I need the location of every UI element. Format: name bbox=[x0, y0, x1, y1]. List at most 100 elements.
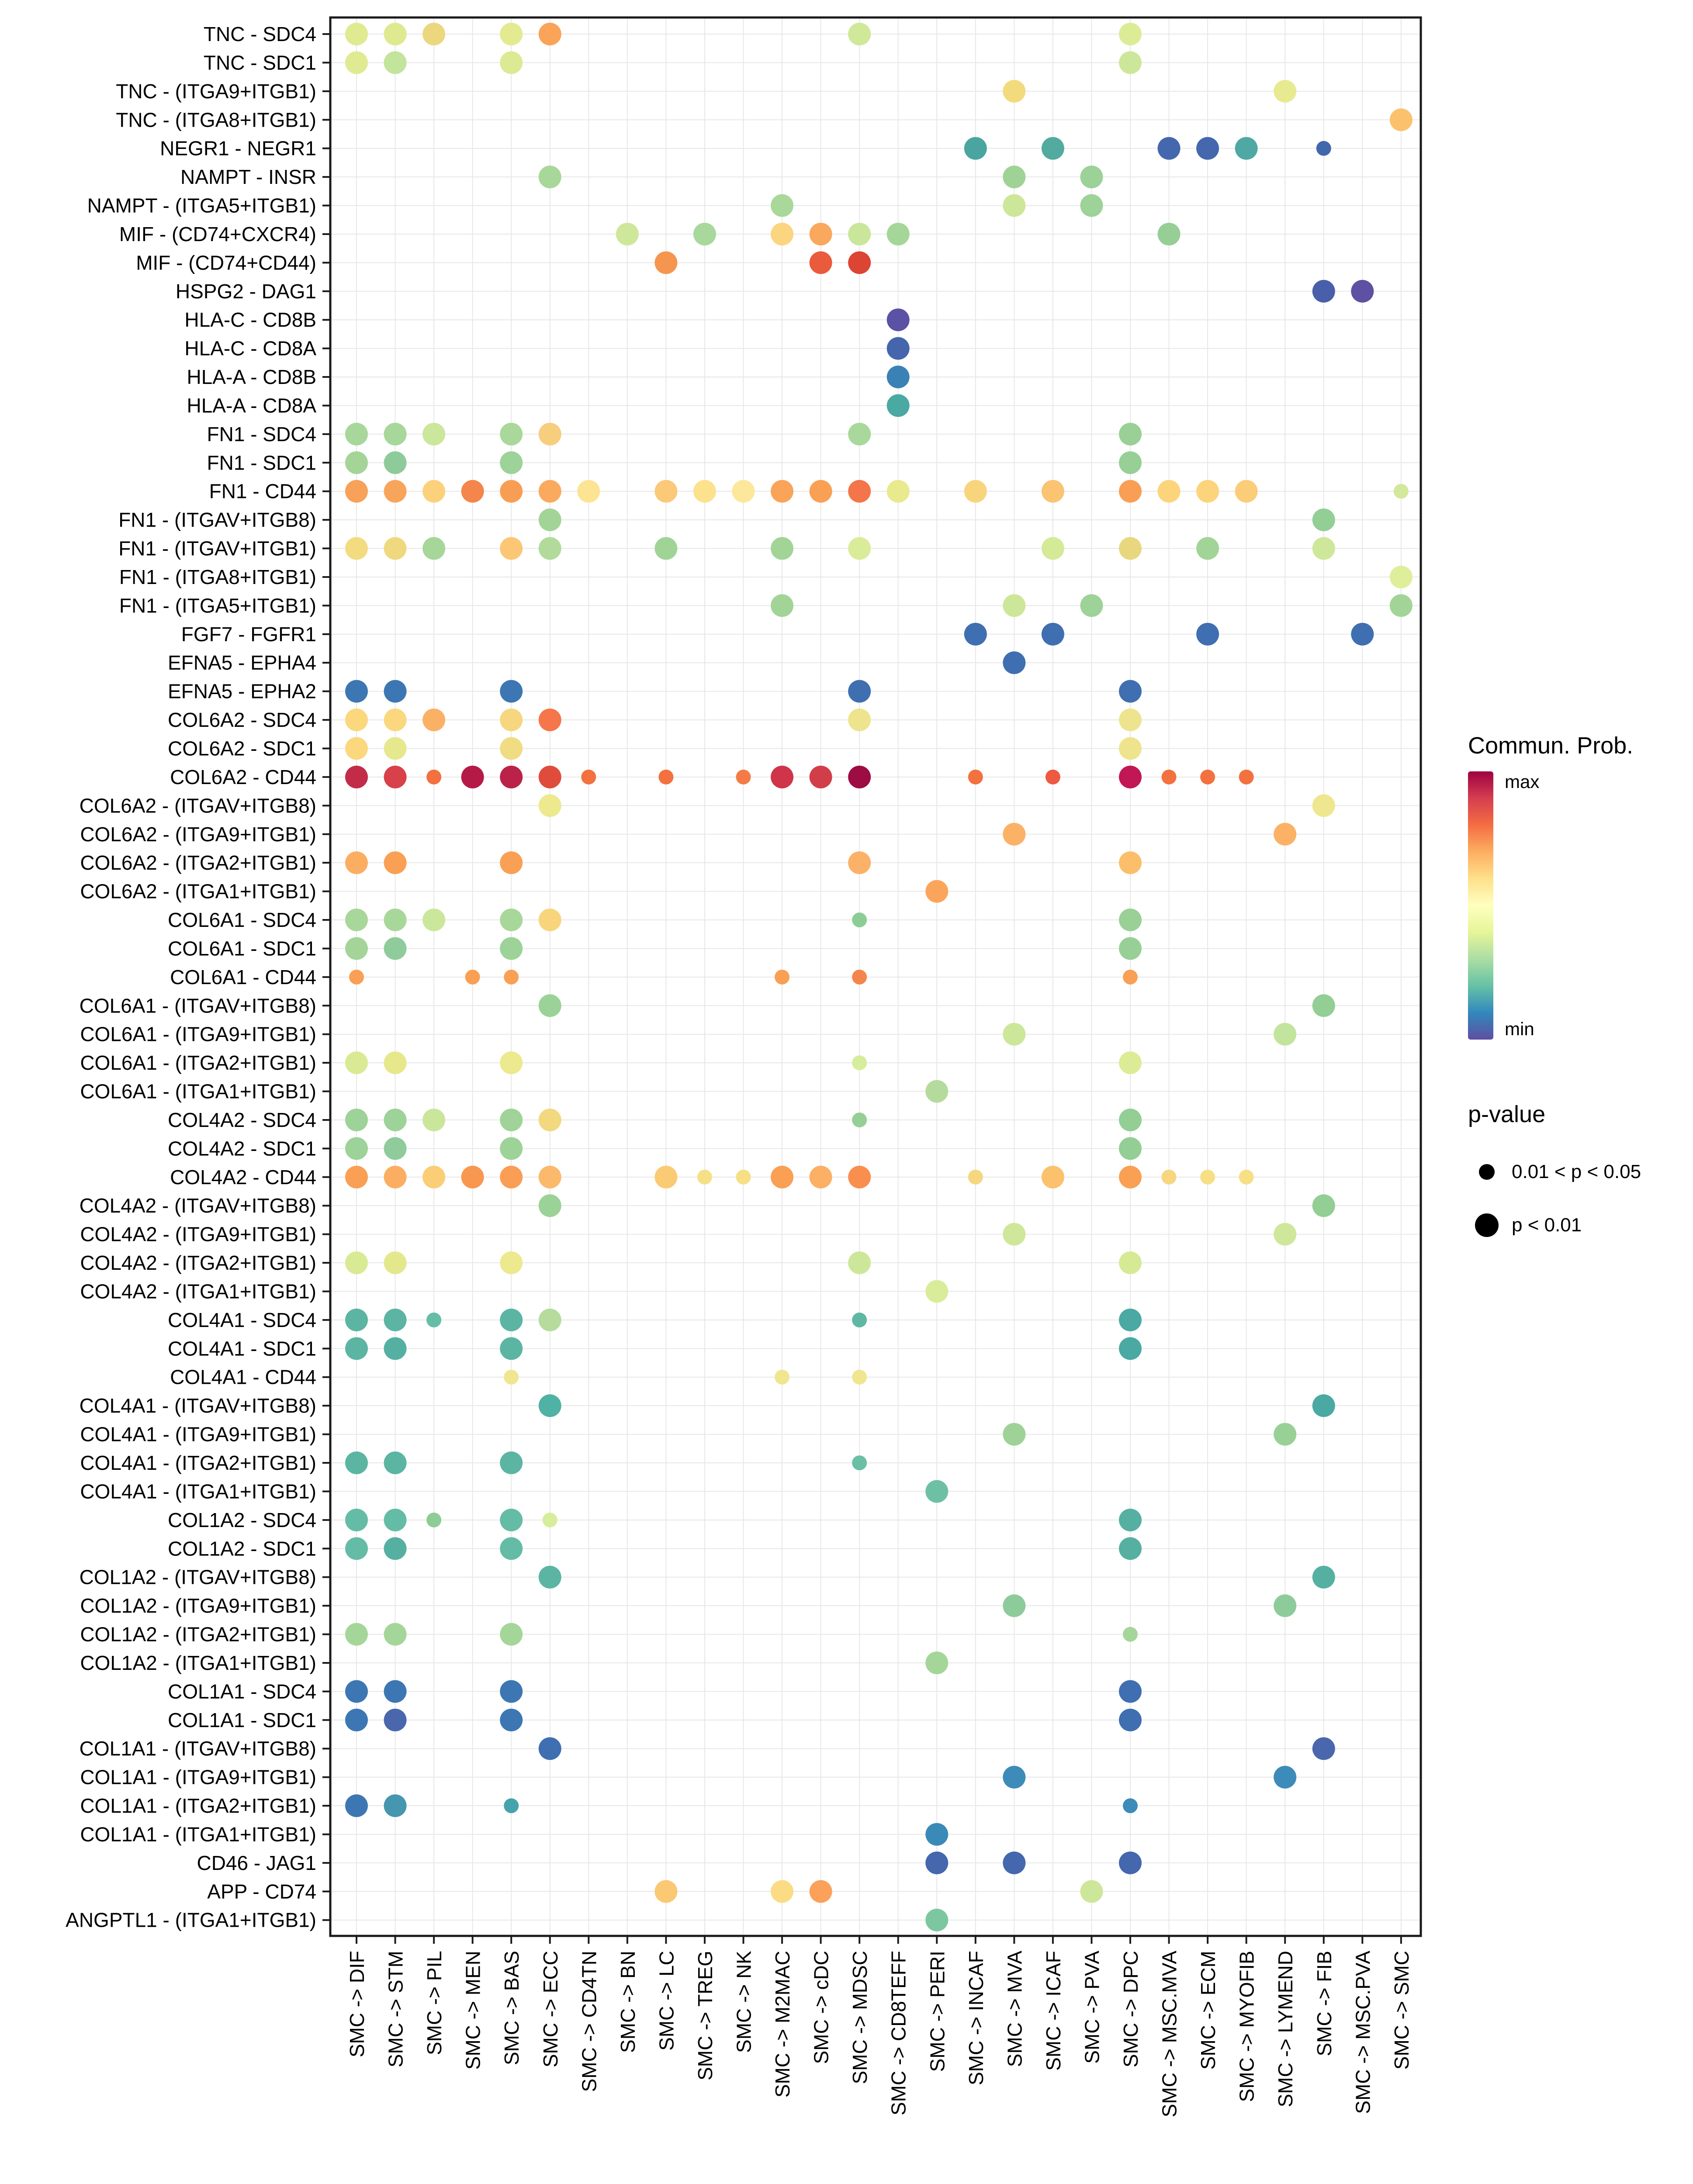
dot bbox=[1080, 166, 1103, 189]
dot bbox=[345, 1308, 368, 1331]
dot bbox=[771, 1165, 794, 1189]
dot bbox=[1200, 1169, 1215, 1185]
dot bbox=[1119, 1308, 1142, 1331]
dot bbox=[1041, 480, 1064, 503]
dot bbox=[1389, 108, 1413, 131]
y-axis-label: FN1 - (ITGA8+ITGB1) bbox=[119, 566, 316, 588]
dot bbox=[1119, 909, 1142, 932]
dot bbox=[771, 537, 794, 560]
y-axis-label: COL1A2 - (ITGAV+ITGB8) bbox=[80, 1566, 316, 1589]
dot bbox=[500, 1137, 523, 1160]
y-axis-label: HLA-C - CD8A bbox=[184, 337, 316, 360]
x-axis-label: SMC -> MYOFIB bbox=[1236, 1951, 1258, 2102]
y-axis-label: TNC - (ITGA8+ITGB1) bbox=[116, 108, 316, 131]
dot bbox=[1080, 1880, 1103, 1903]
dot bbox=[1119, 480, 1142, 503]
x-axis-label: SMC -> NK bbox=[733, 1951, 755, 2053]
dot bbox=[964, 480, 987, 503]
dot bbox=[1003, 1766, 1026, 1789]
x-axis-label: SMC -> PIL bbox=[423, 1951, 446, 2055]
dot bbox=[848, 680, 871, 703]
dot bbox=[538, 708, 561, 732]
dot bbox=[345, 1051, 368, 1075]
dot bbox=[1274, 1766, 1297, 1789]
x-axis-label: SMC -> CD4TN bbox=[578, 1951, 600, 2092]
dot bbox=[345, 537, 368, 560]
dot bbox=[968, 769, 983, 784]
dot bbox=[1196, 480, 1219, 503]
dot bbox=[1119, 851, 1142, 874]
y-axis-label: NAMPT - INSR bbox=[180, 166, 316, 188]
dot bbox=[538, 1108, 561, 1131]
dot bbox=[538, 794, 561, 817]
dot bbox=[1389, 594, 1413, 617]
y-axis-label: COL6A1 - (ITGA1+ITGB1) bbox=[80, 1080, 316, 1103]
y-axis-label: COL4A2 - SDC4 bbox=[168, 1109, 316, 1131]
x-axis-label: SMC -> PERI bbox=[926, 1951, 949, 2072]
dot bbox=[1119, 1251, 1142, 1275]
dot bbox=[1274, 1023, 1297, 1046]
dot bbox=[852, 912, 867, 928]
dot bbox=[345, 1251, 368, 1275]
p-value-large-dotbox bbox=[1468, 1213, 1506, 1237]
dot bbox=[500, 909, 523, 932]
dot bbox=[345, 708, 368, 732]
dot bbox=[1003, 79, 1026, 103]
dot bbox=[1119, 1165, 1142, 1189]
dot bbox=[693, 480, 716, 503]
dot bbox=[848, 1251, 871, 1275]
dot bbox=[1119, 1337, 1142, 1360]
dot bbox=[1119, 451, 1142, 474]
dot bbox=[384, 909, 407, 932]
dot bbox=[1157, 480, 1181, 503]
y-axis-label: COL6A2 - (ITGA9+ITGB1) bbox=[80, 823, 316, 846]
dot bbox=[1312, 1565, 1335, 1589]
dot bbox=[809, 480, 832, 503]
dot bbox=[1123, 1798, 1138, 1814]
dot bbox=[384, 1337, 407, 1360]
dot bbox=[1119, 537, 1142, 560]
dot bbox=[500, 1251, 523, 1275]
dot bbox=[658, 769, 674, 784]
dot bbox=[848, 1165, 871, 1189]
dot bbox=[1274, 1594, 1297, 1617]
y-axis-label: COL1A1 - (ITGA9+ITGB1) bbox=[80, 1766, 316, 1789]
dot bbox=[1274, 822, 1297, 846]
dot bbox=[500, 1537, 523, 1560]
dot bbox=[1080, 594, 1103, 617]
dot bbox=[852, 1312, 867, 1327]
dot bbox=[809, 765, 832, 788]
dot bbox=[384, 937, 407, 960]
dot bbox=[500, 708, 523, 732]
y-axis-label: COL6A2 - (ITGA2+ITGB1) bbox=[80, 851, 316, 874]
dot bbox=[538, 1308, 561, 1331]
dot bbox=[1003, 166, 1026, 189]
x-axis-label: SMC -> CD8TEFF bbox=[887, 1951, 910, 2115]
dot bbox=[500, 480, 523, 503]
y-axis-label: HSPG2 - DAG1 bbox=[176, 280, 316, 303]
dot bbox=[848, 23, 871, 45]
y-axis-label: FN1 - (ITGA5+ITGB1) bbox=[119, 594, 316, 617]
dot bbox=[848, 851, 871, 874]
dot bbox=[504, 1798, 519, 1814]
dot bbox=[345, 422, 368, 446]
dot bbox=[384, 1051, 407, 1075]
dot bbox=[384, 1137, 407, 1160]
y-axis-label: APP - CD74 bbox=[207, 1880, 316, 1903]
dot bbox=[384, 51, 407, 74]
dot bbox=[345, 1137, 368, 1160]
dot bbox=[1119, 1508, 1142, 1531]
dot bbox=[538, 765, 561, 788]
dot bbox=[1119, 51, 1142, 74]
dot bbox=[345, 1165, 368, 1189]
p-value-large-label: p < 0.01 bbox=[1512, 1214, 1582, 1236]
dot bbox=[538, 1565, 561, 1589]
y-axis-label: COL4A1 - (ITGAV+ITGB8) bbox=[80, 1394, 316, 1417]
p-value-item-large: p < 0.01 bbox=[1468, 1199, 1641, 1252]
dot bbox=[886, 366, 910, 389]
dot bbox=[465, 969, 480, 985]
dot bbox=[1119, 1051, 1142, 1075]
dot bbox=[1316, 141, 1331, 156]
dot bbox=[345, 23, 368, 45]
p-value-title: p-value bbox=[1468, 1101, 1546, 1127]
